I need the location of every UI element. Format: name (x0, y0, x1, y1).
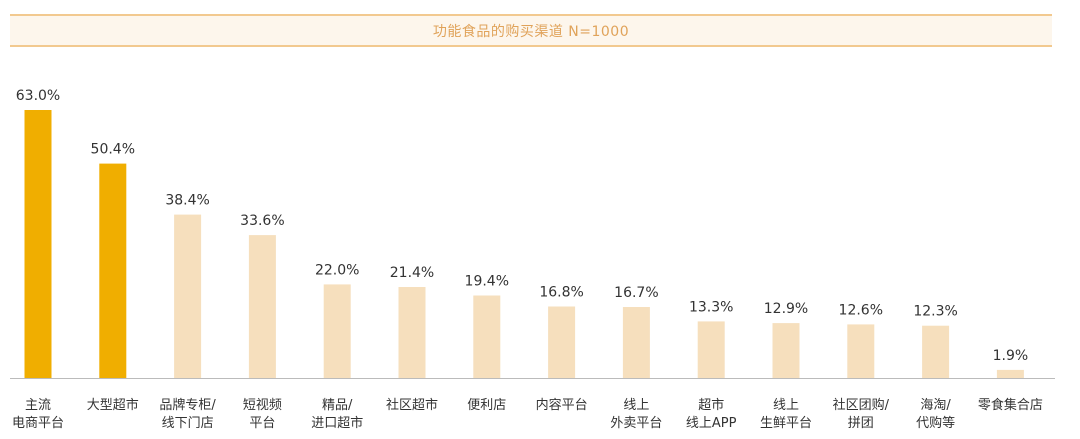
chart-title-bar: 功能食品的购买渠道 N=1000 (10, 14, 1052, 47)
bar-value-label: 21.4% (390, 265, 434, 281)
category-tick-label: 社区超市 (386, 397, 438, 413)
category-tick-label: 超市 (698, 397, 724, 413)
category-tick-label: 品牌专柜/ (159, 397, 216, 413)
bar (99, 163, 127, 378)
category-tick-label: 线上APP (686, 416, 737, 431)
bar (847, 324, 875, 378)
bar (922, 325, 950, 378)
bar-value-label: 33.6% (240, 213, 284, 229)
category-tick-label: 大型超市 (87, 397, 139, 413)
bar-value-label: 38.4% (165, 193, 209, 209)
bar-value-label: 12.9% (764, 301, 808, 317)
bar (398, 287, 426, 378)
bar (174, 214, 202, 378)
category-tick-label: 外卖平台 (610, 416, 662, 431)
bar-value-label: 16.8% (539, 285, 583, 301)
category-tick-label: 精品/ (322, 398, 353, 413)
category-tick-label: 线上 (623, 398, 649, 413)
bar (996, 369, 1024, 378)
chart-title: 功能食品的购买渠道 N=1000 (432, 23, 630, 40)
bar-value-label: 19.4% (465, 274, 509, 290)
bar-value-label: 12.6% (839, 302, 883, 318)
bar-value-label: 50.4% (91, 142, 135, 158)
category-tick-label: 社区团购/ (833, 397, 890, 413)
category-tick-label: 短视频 (243, 398, 282, 413)
bar-value-label: 63.0% (16, 88, 60, 104)
bar (323, 284, 351, 378)
category-tick-label: 线下门店 (162, 416, 214, 431)
category-tick-label: 内容平台 (536, 397, 588, 413)
bar (622, 307, 650, 378)
category-tick-label: 生鲜平台 (760, 416, 812, 431)
bar-value-label: 13.3% (689, 299, 733, 315)
bar (473, 295, 501, 378)
category-tick-label: 进口超市 (311, 415, 363, 431)
category-tick-label: 线上 (773, 398, 799, 413)
category-tick-label: 电商平台 (12, 416, 64, 431)
bar (248, 235, 276, 378)
bar-value-label: 12.3% (913, 304, 957, 320)
bar (697, 321, 725, 378)
category-tick-label: 海淘/ (920, 398, 951, 413)
category-tick-label: 平台 (249, 416, 275, 431)
category-tick-label: 主流 (25, 398, 51, 413)
bar (548, 306, 576, 378)
bar-value-label: 1.9% (993, 348, 1029, 364)
bar (24, 110, 52, 378)
bar (772, 323, 800, 378)
bar-value-label: 22.0% (315, 262, 359, 278)
category-tick-label: 零食集合店 (978, 397, 1043, 413)
category-tick-label: 代购等 (916, 415, 955, 431)
category-tick-label: 便利店 (467, 398, 506, 413)
bar-value-label: 16.7% (614, 285, 658, 301)
category-tick-label: 拼团 (848, 416, 874, 431)
